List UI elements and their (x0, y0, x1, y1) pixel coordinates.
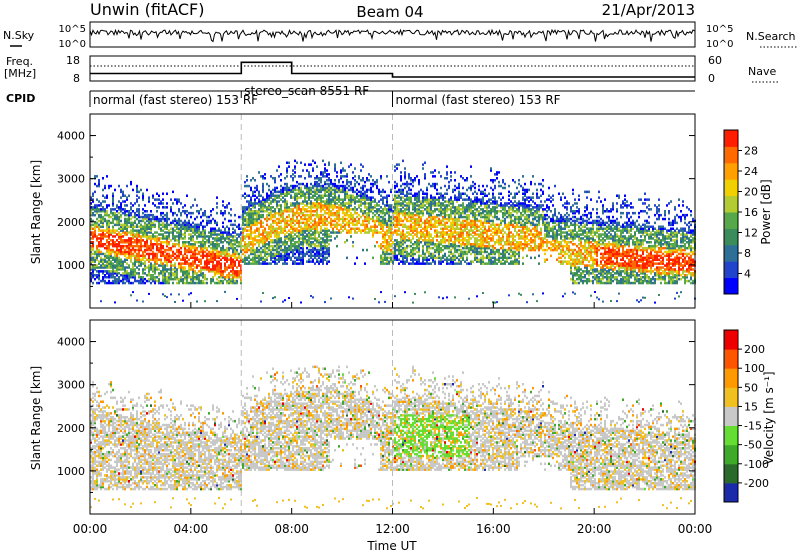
nsky-label: N.Sky (3, 29, 35, 42)
freq-tick-high: 18 (66, 54, 80, 67)
power-colorbar-tick: 8 (744, 247, 751, 260)
cpid-label: CPID (6, 92, 35, 105)
nsky-tick-low: 10^0 (59, 39, 86, 50)
velocity-colorbar-swatch (724, 406, 738, 426)
velocity-colorbar-tick: 15 (744, 400, 758, 413)
cpid-panel: CPID normal (fast stereo) 153 RFstereo_s… (6, 84, 695, 107)
velocity-colorbar-label: Velocity [m s⁻¹] (762, 371, 776, 464)
x-tick-label: 20:00 (577, 522, 612, 536)
date-title: 21/Apr/2013 (602, 1, 695, 19)
power-colorbar-swatch (724, 212, 738, 229)
radar-title: Unwin (fitACF) (90, 0, 204, 19)
power-colorbar-tick: 16 (744, 206, 758, 219)
x-tick-label: 00:00 (678, 522, 713, 536)
power-colorbar-swatch (724, 228, 738, 246)
velocity-colorbar-swatch (724, 387, 738, 407)
velocity-colorbar-tick: -100 (744, 458, 769, 471)
velocity-colorbar-swatch (724, 349, 738, 369)
velocity-ytick-label: 2000 (57, 422, 85, 435)
freq-unit-label: [MHz] (4, 67, 36, 80)
nave-tick-low: 0 (708, 72, 715, 85)
x-tick-label: 00:00 (73, 522, 108, 536)
freq-nave-panel: Freq. [MHz] 18 8 60 0 Nave (4, 54, 778, 85)
nsearch-tick-low: 10^0 (706, 39, 733, 50)
velocity-colorbar-swatch (724, 482, 738, 503)
velocity-colorbar-tick: -200 (744, 477, 769, 490)
freq-line (90, 61, 695, 78)
velocity-colorbar-tick: -15 (744, 420, 762, 433)
power-colorbar-tick: 24 (744, 165, 758, 178)
x-axis-label: Time UT (366, 539, 417, 553)
power-colorbar-swatch (724, 244, 738, 262)
velocity-colorbar-tick: 50 (744, 381, 758, 394)
velocity-colorbar-swatch (724, 425, 738, 446)
freq-label: Freq. (6, 55, 33, 68)
power-ylabel: Slant Range [km] (29, 160, 43, 264)
power-colorbar-swatch (724, 146, 738, 164)
nsearch-label: N.Search (746, 30, 796, 43)
power-ytick-label: 1000 (57, 259, 85, 272)
noise-trace (89, 28, 695, 43)
power-colorbar-swatch (724, 261, 738, 279)
nave-tick-high: 60 (708, 54, 722, 67)
cpid-segment-label: stereo_scan 8551 RF (244, 84, 369, 98)
x-tick-label: 12:00 (375, 522, 410, 536)
velocity-colorbar-swatch (724, 368, 738, 388)
velocity-ytick-label: 4000 (57, 336, 85, 349)
velocity-ytick-label: 3000 (57, 379, 85, 392)
power-ytick-label: 2000 (57, 216, 85, 229)
x-tick-label: 08:00 (274, 522, 309, 536)
nsearch-tick-high: 10^5 (706, 24, 733, 35)
velocity-colorbar-swatch (724, 463, 738, 484)
nave-label: Nave (748, 65, 776, 78)
freq-tick-low: 8 (73, 72, 80, 85)
power-colorbar-swatch (724, 130, 738, 147)
power-ytick-label: 3000 (57, 173, 85, 186)
cpid-segment-label: normal (fast stereo) 153 RF (396, 93, 561, 107)
velocity-colorbar-swatch (724, 330, 738, 350)
velocity-colorbar-tick: 200 (744, 343, 765, 356)
velocity-ytick-label: 1000 (57, 465, 85, 478)
noise-panel: N.Sky 10^5 10^0 10^5 10^0 N.Search (3, 21, 798, 50)
velocity-panel: 1000 2000 3000 4000 Slant Range [km] 200 100… (29, 302, 776, 553)
power-colorbar-label: Power [dB] (759, 179, 773, 244)
beam-title: Beam 04 (356, 3, 423, 21)
power-colorbar-swatch (724, 162, 738, 180)
x-tick-label: 16:00 (476, 522, 511, 536)
velocity-colorbar-swatch (724, 444, 738, 465)
power-colorbar-tick: 28 (744, 145, 758, 158)
power-ytick-label: 4000 (57, 130, 85, 143)
velocity-ylabel: Slant Range [km] (29, 366, 43, 470)
velocity-colorbar-tick: -50 (744, 439, 762, 452)
power-colorbar-swatch (724, 195, 738, 213)
power-panel: 1000 2000 3000 4000 Slant Range [km] 28 24 20… (29, 113, 773, 309)
power-colorbar-tick: 4 (744, 268, 751, 281)
power-colorbar-tick: 20 (744, 186, 758, 199)
velocity-colorbar-tick: 100 (744, 362, 765, 375)
nsky-tick-high: 10^5 (59, 24, 86, 35)
power-colorbar-swatch (724, 179, 738, 197)
cpid-segment-label: normal (fast stereo) 153 RF (93, 93, 258, 107)
power-colorbar-swatch (724, 277, 738, 295)
x-tick-label: 04:00 (174, 522, 209, 536)
power-colorbar-tick: 12 (744, 227, 758, 240)
